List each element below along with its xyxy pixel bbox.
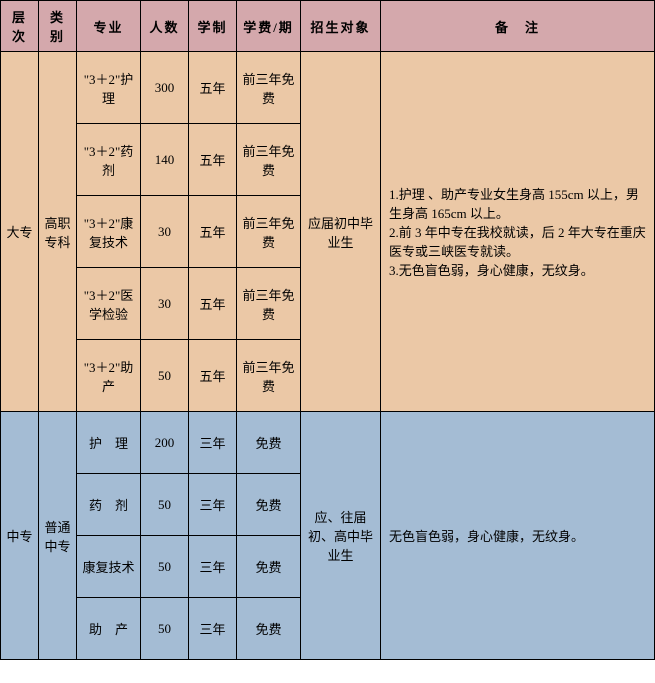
cell-target: 应届初中毕业生 bbox=[301, 52, 381, 412]
cell-fee: 前三年免费 bbox=[237, 52, 301, 124]
cell-fee: 免费 bbox=[237, 598, 301, 660]
cell-major: 助 产 bbox=[77, 598, 141, 660]
cell-count: 200 bbox=[141, 412, 189, 474]
cell-level: 大专 bbox=[1, 52, 39, 412]
cell-count: 30 bbox=[141, 196, 189, 268]
cell-major: "3＋2"助 产 bbox=[77, 340, 141, 412]
cell-count: 140 bbox=[141, 124, 189, 196]
cell-note: 无色盲色弱，身心健康，无纹身。 bbox=[381, 412, 655, 660]
cell-duration: 五年 bbox=[189, 340, 237, 412]
table-row: 大专 高职专科 "3＋2"护 理 300 五年 前三年免费 应届初中毕业生 1.… bbox=[1, 52, 655, 124]
cell-major: "3＋2"康复技术 bbox=[77, 196, 141, 268]
cell-major: 护 理 bbox=[77, 412, 141, 474]
cell-duration: 三年 bbox=[189, 536, 237, 598]
header-row: 层次 类别 专业 人数 学制 学费/期 招生对象 备 注 bbox=[1, 1, 655, 52]
header-count: 人数 bbox=[141, 1, 189, 52]
cell-duration: 五年 bbox=[189, 124, 237, 196]
cell-note: 1.护理 、助产专业女生身高 155cm 以上，男生身高 165cm 以上。2.… bbox=[381, 52, 655, 412]
cell-fee: 前三年免费 bbox=[237, 340, 301, 412]
cell-major: "3＋2"药 剂 bbox=[77, 124, 141, 196]
cell-level: 中专 bbox=[1, 412, 39, 660]
cell-fee: 免费 bbox=[237, 412, 301, 474]
cell-count: 50 bbox=[141, 598, 189, 660]
cell-duration: 三年 bbox=[189, 412, 237, 474]
cell-fee: 免费 bbox=[237, 474, 301, 536]
cell-fee: 免费 bbox=[237, 536, 301, 598]
header-fee: 学费/期 bbox=[237, 1, 301, 52]
cell-count: 300 bbox=[141, 52, 189, 124]
cell-major: "3＋2"护 理 bbox=[77, 52, 141, 124]
cell-category: 普通中专 bbox=[39, 412, 77, 660]
cell-duration: 五年 bbox=[189, 52, 237, 124]
cell-count: 30 bbox=[141, 268, 189, 340]
cell-major: 康复技术 bbox=[77, 536, 141, 598]
header-duration: 学制 bbox=[189, 1, 237, 52]
cell-duration: 五年 bbox=[189, 196, 237, 268]
cell-category: 高职专科 bbox=[39, 52, 77, 412]
cell-duration: 五年 bbox=[189, 268, 237, 340]
cell-major: 药 剂 bbox=[77, 474, 141, 536]
header-level: 层次 bbox=[1, 1, 39, 52]
cell-duration: 三年 bbox=[189, 598, 237, 660]
cell-fee: 前三年免费 bbox=[237, 196, 301, 268]
cell-fee: 前三年免费 bbox=[237, 124, 301, 196]
cell-major: "3＋2"医学检验 bbox=[77, 268, 141, 340]
header-major: 专业 bbox=[77, 1, 141, 52]
cell-count: 50 bbox=[141, 474, 189, 536]
cell-count: 50 bbox=[141, 536, 189, 598]
header-category: 类别 bbox=[39, 1, 77, 52]
table-body: 大专 高职专科 "3＋2"护 理 300 五年 前三年免费 应届初中毕业生 1.… bbox=[1, 52, 655, 660]
table-row: 中专 普通中专 护 理 200 三年 免费 应、往届初、高中毕业生 无色盲色弱，… bbox=[1, 412, 655, 474]
cell-duration: 三年 bbox=[189, 474, 237, 536]
header-target: 招生对象 bbox=[301, 1, 381, 52]
header-note: 备 注 bbox=[381, 1, 655, 52]
enrollment-table: 层次 类别 专业 人数 学制 学费/期 招生对象 备 注 大专 高职专科 "3＋… bbox=[0, 0, 655, 660]
cell-target: 应、往届初、高中毕业生 bbox=[301, 412, 381, 660]
cell-fee: 前三年免费 bbox=[237, 268, 301, 340]
cell-count: 50 bbox=[141, 340, 189, 412]
